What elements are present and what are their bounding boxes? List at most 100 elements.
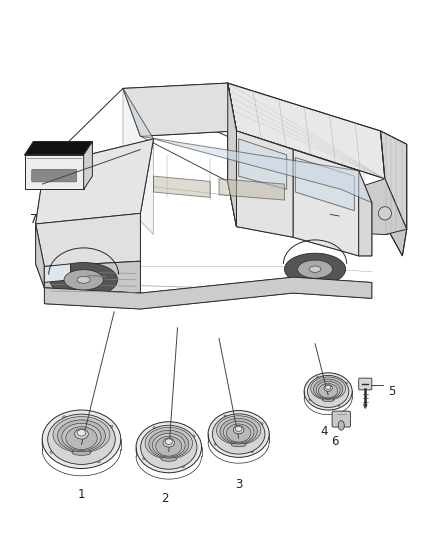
Ellipse shape bbox=[160, 453, 178, 460]
Polygon shape bbox=[381, 179, 407, 256]
Ellipse shape bbox=[235, 426, 242, 431]
Text: 5: 5 bbox=[388, 385, 395, 398]
Text: 6: 6 bbox=[331, 435, 339, 448]
Ellipse shape bbox=[346, 383, 347, 384]
Polygon shape bbox=[295, 158, 354, 211]
Ellipse shape bbox=[311, 377, 346, 400]
FancyBboxPatch shape bbox=[359, 378, 372, 390]
Polygon shape bbox=[35, 224, 44, 288]
Ellipse shape bbox=[325, 385, 331, 390]
Ellipse shape bbox=[50, 451, 53, 453]
Ellipse shape bbox=[208, 410, 269, 457]
Ellipse shape bbox=[42, 410, 121, 469]
Ellipse shape bbox=[136, 422, 201, 473]
Ellipse shape bbox=[226, 424, 251, 442]
Ellipse shape bbox=[316, 381, 340, 399]
Polygon shape bbox=[228, 83, 237, 227]
Polygon shape bbox=[123, 88, 153, 235]
Ellipse shape bbox=[318, 383, 338, 398]
Ellipse shape bbox=[251, 451, 253, 453]
Ellipse shape bbox=[304, 373, 352, 410]
Text: 4: 4 bbox=[320, 425, 328, 438]
Polygon shape bbox=[381, 131, 407, 235]
Ellipse shape bbox=[214, 443, 216, 445]
Ellipse shape bbox=[66, 427, 97, 449]
Ellipse shape bbox=[338, 421, 344, 430]
Ellipse shape bbox=[321, 395, 335, 400]
Polygon shape bbox=[25, 142, 92, 155]
Ellipse shape bbox=[378, 207, 392, 220]
Polygon shape bbox=[44, 261, 141, 293]
Ellipse shape bbox=[207, 431, 270, 444]
Ellipse shape bbox=[220, 418, 257, 444]
Ellipse shape bbox=[212, 414, 265, 454]
Ellipse shape bbox=[317, 376, 318, 378]
Ellipse shape bbox=[63, 416, 66, 418]
Text: 1: 1 bbox=[78, 488, 85, 500]
Ellipse shape bbox=[261, 423, 263, 425]
Polygon shape bbox=[25, 155, 84, 189]
Ellipse shape bbox=[57, 420, 106, 451]
Ellipse shape bbox=[135, 444, 202, 458]
Ellipse shape bbox=[163, 438, 174, 447]
Polygon shape bbox=[35, 213, 141, 266]
Ellipse shape bbox=[161, 457, 177, 461]
Ellipse shape bbox=[48, 414, 115, 464]
Text: 2: 2 bbox=[161, 492, 168, 505]
Ellipse shape bbox=[155, 437, 182, 456]
Text: 7: 7 bbox=[30, 213, 37, 226]
Ellipse shape bbox=[62, 423, 101, 450]
Ellipse shape bbox=[149, 430, 189, 458]
Ellipse shape bbox=[224, 415, 226, 417]
Ellipse shape bbox=[216, 416, 261, 445]
Ellipse shape bbox=[285, 253, 346, 285]
Ellipse shape bbox=[307, 375, 349, 407]
Ellipse shape bbox=[110, 425, 113, 427]
Ellipse shape bbox=[145, 427, 193, 459]
Polygon shape bbox=[293, 150, 359, 256]
Ellipse shape bbox=[74, 429, 88, 439]
Polygon shape bbox=[228, 83, 385, 179]
Ellipse shape bbox=[72, 450, 91, 455]
Ellipse shape bbox=[192, 435, 195, 437]
Ellipse shape bbox=[309, 399, 311, 400]
Polygon shape bbox=[123, 83, 237, 136]
Ellipse shape bbox=[71, 446, 92, 454]
Ellipse shape bbox=[223, 421, 254, 443]
Ellipse shape bbox=[152, 433, 185, 457]
Ellipse shape bbox=[141, 425, 197, 469]
Ellipse shape bbox=[309, 266, 321, 272]
Ellipse shape bbox=[338, 405, 340, 406]
Ellipse shape bbox=[77, 276, 90, 283]
Ellipse shape bbox=[142, 457, 145, 459]
Ellipse shape bbox=[97, 461, 100, 463]
Ellipse shape bbox=[231, 442, 246, 447]
Ellipse shape bbox=[77, 430, 86, 436]
Ellipse shape bbox=[230, 439, 247, 446]
Ellipse shape bbox=[53, 417, 110, 453]
Polygon shape bbox=[237, 131, 293, 237]
Ellipse shape bbox=[50, 263, 117, 297]
Polygon shape bbox=[239, 139, 287, 189]
Polygon shape bbox=[228, 83, 237, 227]
Polygon shape bbox=[123, 88, 372, 203]
Polygon shape bbox=[35, 139, 153, 224]
Polygon shape bbox=[84, 142, 92, 189]
Ellipse shape bbox=[165, 439, 173, 445]
Ellipse shape bbox=[41, 435, 122, 451]
Ellipse shape bbox=[182, 466, 184, 468]
Polygon shape bbox=[153, 176, 210, 197]
Ellipse shape bbox=[304, 389, 353, 399]
Polygon shape bbox=[219, 179, 285, 200]
FancyBboxPatch shape bbox=[332, 411, 350, 427]
Text: 3: 3 bbox=[235, 478, 242, 491]
Ellipse shape bbox=[233, 426, 244, 434]
Polygon shape bbox=[237, 179, 407, 235]
Ellipse shape bbox=[64, 270, 103, 290]
Ellipse shape bbox=[322, 398, 334, 402]
Ellipse shape bbox=[297, 260, 332, 278]
FancyBboxPatch shape bbox=[32, 169, 77, 182]
Polygon shape bbox=[44, 277, 372, 309]
Polygon shape bbox=[359, 171, 372, 256]
Ellipse shape bbox=[324, 385, 332, 391]
